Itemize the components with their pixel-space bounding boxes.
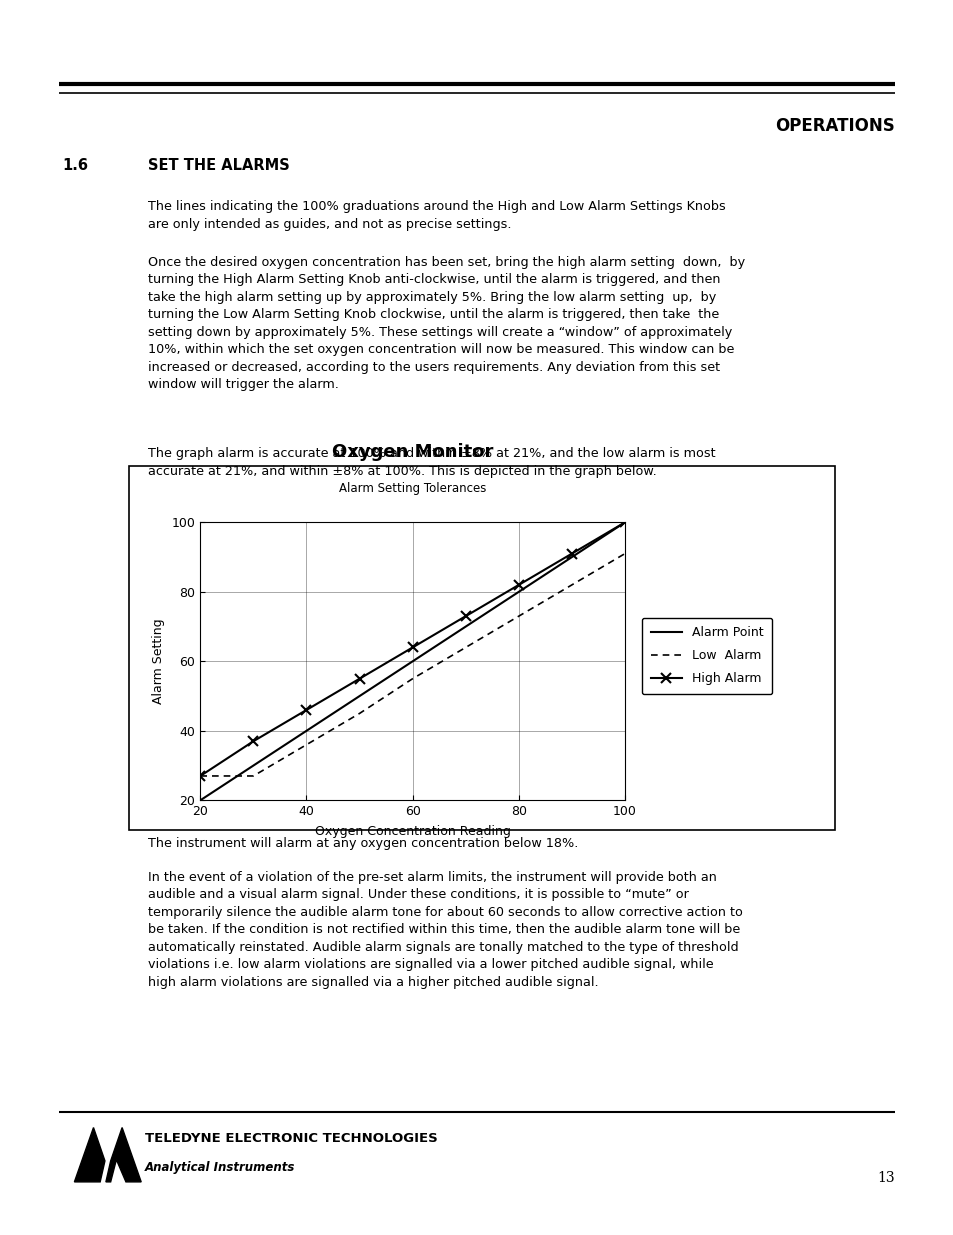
Text: The lines indicating the 100% graduations around the High and Low Alarm Settings: The lines indicating the 100% graduation… xyxy=(148,200,725,231)
Text: 1.6: 1.6 xyxy=(62,158,88,173)
Line: Alarm Point: Alarm Point xyxy=(200,522,624,800)
FancyBboxPatch shape xyxy=(129,466,834,830)
High Alarm xyxy=(618,515,630,530)
Text: OPERATIONS: OPERATIONS xyxy=(774,117,894,136)
Alarm Point xyxy=(459,619,471,634)
Line: Low  Alarm: Low Alarm xyxy=(200,553,624,776)
Alarm Point xyxy=(248,758,259,773)
High Alarm xyxy=(300,703,312,718)
Legend: Alarm Point, Low  Alarm, High Alarm: Alarm Point, Low Alarm, High Alarm xyxy=(641,618,771,694)
Low  Alarm xyxy=(407,672,418,687)
High Alarm xyxy=(565,546,577,561)
High Alarm xyxy=(354,672,365,687)
Alarm Point xyxy=(565,550,577,564)
Alarm Point xyxy=(194,793,206,808)
Alarm Point xyxy=(513,584,524,599)
Polygon shape xyxy=(106,1128,141,1182)
Text: Analytical Instruments: Analytical Instruments xyxy=(145,1161,295,1174)
Text: SET THE ALARMS: SET THE ALARMS xyxy=(148,158,290,173)
Low  Alarm xyxy=(513,609,524,624)
High Alarm xyxy=(459,609,471,624)
Text: TELEDYNE ELECTRONIC TECHNOLOGIES: TELEDYNE ELECTRONIC TECHNOLOGIES xyxy=(145,1132,437,1146)
Low  Alarm xyxy=(565,578,577,593)
High Alarm xyxy=(248,734,259,748)
Line: High Alarm: High Alarm xyxy=(195,517,629,781)
Alarm Point xyxy=(407,655,418,669)
Low  Alarm xyxy=(618,546,630,561)
High Alarm xyxy=(513,578,524,593)
X-axis label: Oxygen Concentration Reading: Oxygen Concentration Reading xyxy=(314,825,510,839)
Low  Alarm xyxy=(248,768,259,783)
Text: Oxygen Monitor: Oxygen Monitor xyxy=(332,443,493,462)
Text: 13: 13 xyxy=(877,1171,894,1184)
High Alarm xyxy=(194,768,206,783)
Alarm Point xyxy=(618,515,630,530)
Text: The instrument will alarm at any oxygen concentration below 18%.: The instrument will alarm at any oxygen … xyxy=(148,837,578,851)
High Alarm xyxy=(407,640,418,655)
Polygon shape xyxy=(74,1128,105,1182)
Low  Alarm xyxy=(459,640,471,655)
Text: Once the desired oxygen concentration has been set, bring the high alarm setting: Once the desired oxygen concentration ha… xyxy=(148,256,744,391)
Low  Alarm xyxy=(354,706,365,721)
Y-axis label: Alarm Setting: Alarm Setting xyxy=(152,619,165,704)
Low  Alarm xyxy=(194,768,206,783)
Text: In the event of a violation of the pre-set alarm limits, the instrument will pro: In the event of a violation of the pre-s… xyxy=(148,871,742,989)
Alarm Point xyxy=(300,724,312,739)
Low  Alarm xyxy=(300,737,312,752)
Text: Alarm Setting Tolerances: Alarm Setting Tolerances xyxy=(338,482,486,495)
Text: The graph alarm is accurate at 100% and within ±8% at 21%, and the low alarm is : The graph alarm is accurate at 100% and … xyxy=(148,447,715,478)
Alarm Point xyxy=(354,689,365,704)
